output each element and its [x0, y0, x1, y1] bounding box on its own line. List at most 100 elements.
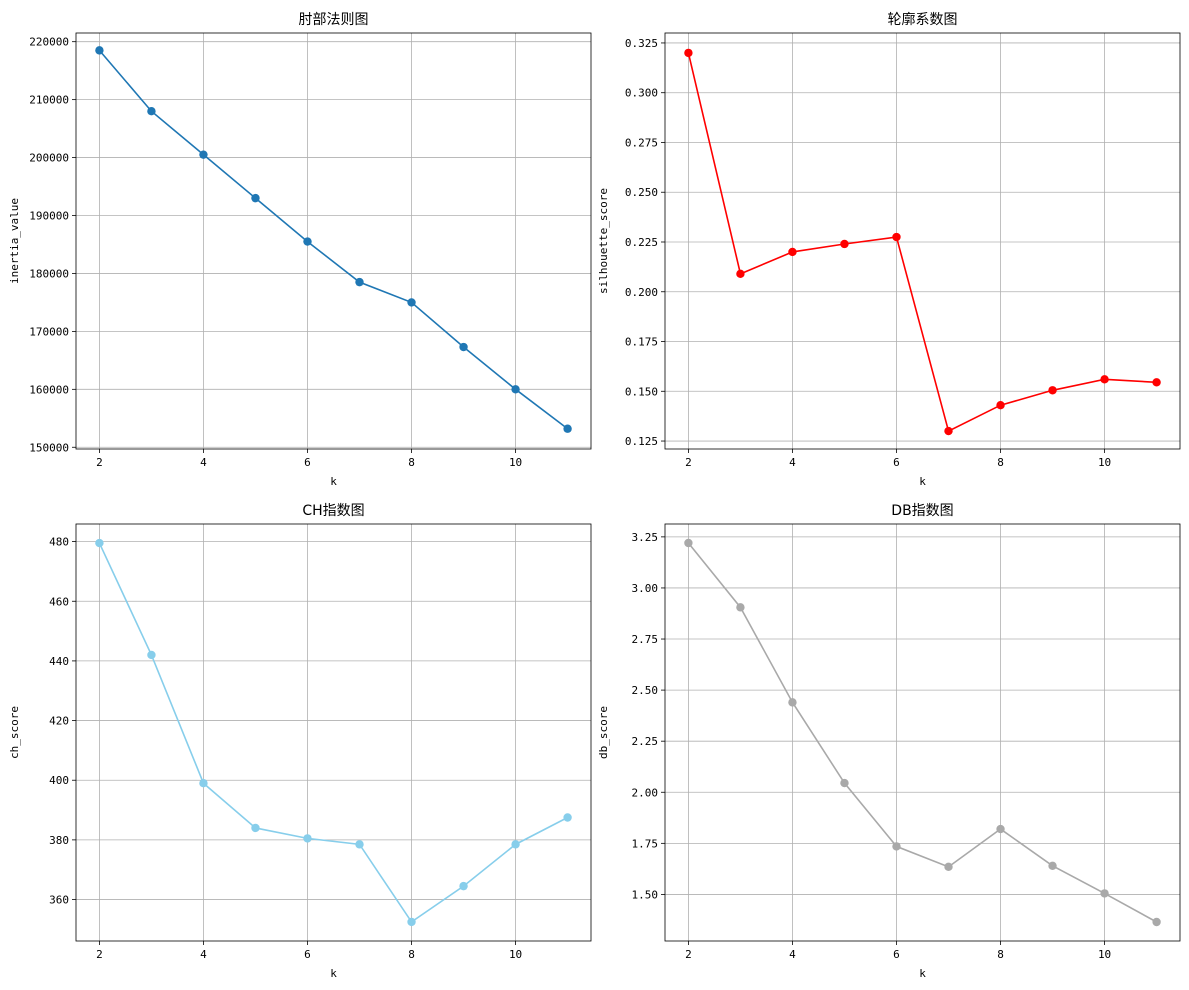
y-axis-label: db_score	[597, 706, 610, 759]
data-point	[788, 247, 797, 257]
data-point	[355, 840, 364, 849]
y-tick-label: 190000	[29, 210, 69, 223]
chart-title: DB指数图	[891, 503, 953, 519]
data-point	[199, 150, 208, 159]
data-point	[840, 239, 849, 249]
data-point	[199, 779, 208, 788]
y-tick-label: 460	[49, 595, 69, 608]
y-tick-label: 150000	[29, 441, 69, 454]
y-tick-label: 160000	[29, 383, 69, 396]
data-point	[1100, 889, 1109, 898]
y-tick-label: 380	[49, 834, 69, 847]
data-point	[996, 401, 1005, 410]
series-line	[98, 49, 569, 430]
x-tick-label: 8	[997, 948, 1004, 961]
y-tick-label: 1.50	[632, 888, 659, 901]
x-tick-label: 6	[304, 948, 311, 961]
y-axis-label: silhouette_score	[597, 188, 610, 294]
y-tick-label: 400	[49, 774, 69, 787]
data-point	[511, 840, 520, 849]
y-tick-label: 2.00	[632, 786, 659, 799]
y-tick-label: 170000	[29, 325, 69, 338]
x-tick-label: 10	[1098, 456, 1111, 469]
y-axis-label: inertia_value	[8, 198, 21, 284]
chart-panel-3: 2 4 6 8 10 360 380 400 420 440 460 480 CH指数图 k ch_scor…	[8, 503, 592, 980]
y-tick-label: 420	[49, 715, 69, 728]
data-point	[147, 650, 156, 660]
data-point	[303, 237, 312, 246]
x-axis-label: k	[330, 967, 337, 980]
data-point	[944, 862, 953, 872]
y-tick-label: 3.25	[632, 531, 659, 544]
x-tick-label: 10	[509, 948, 522, 961]
chart-title: CH指数图	[302, 503, 364, 519]
y-tick-label: 440	[49, 655, 69, 668]
data-point	[511, 385, 520, 394]
y-tick-label: 210000	[29, 94, 69, 107]
y-tick-label: 1.75	[632, 837, 659, 850]
plot-frame	[75, 523, 592, 942]
y-tick-label: 200000	[29, 152, 69, 165]
data-point	[459, 881, 468, 891]
y-tick-label: 3.00	[632, 582, 659, 595]
x-tick-label: 2	[685, 456, 692, 469]
series-line	[687, 52, 1157, 433]
x-tick-label: 2	[96, 456, 103, 469]
data-point	[407, 298, 416, 307]
x-tick-label: 6	[893, 948, 900, 961]
data-point	[563, 813, 572, 822]
chart-title: 肘部法则图	[299, 12, 369, 28]
x-tick-label: 8	[408, 456, 415, 469]
x-tick-label: 10	[1098, 948, 1111, 961]
x-tick-label: 6	[304, 456, 311, 469]
x-tick-label: 4	[789, 456, 796, 469]
x-tick-label: 6	[893, 456, 900, 469]
chart-title: 轮廓系数图	[888, 11, 958, 28]
y-axis-label: ch_score	[8, 706, 21, 759]
series-line	[98, 542, 568, 924]
data-point	[303, 834, 312, 843]
y-tick-label: 0.250	[625, 186, 658, 199]
data-point	[684, 48, 693, 58]
plot-frame	[75, 32, 592, 450]
plot-frame	[664, 523, 1181, 942]
x-axis-label: k	[330, 475, 337, 488]
data-point	[996, 824, 1005, 834]
x-tick-label: 8	[997, 456, 1004, 469]
x-tick-label: 2	[685, 948, 692, 961]
data-point	[1100, 375, 1109, 384]
x-axis-label: k	[919, 967, 926, 980]
data-point	[355, 277, 364, 287]
y-tick-label: 0.325	[625, 37, 658, 50]
data-point	[788, 698, 797, 707]
y-tick-label: 0.175	[625, 336, 658, 349]
y-tick-label: 180000	[29, 267, 69, 280]
x-axis-label: k	[919, 475, 926, 488]
data-point	[892, 842, 901, 851]
y-tick-label: 0.300	[625, 87, 658, 100]
chart-panel-2: 2 4 6 8 10 0.125 0.150 0.175 0.200 0.225 0.250 0.27…	[597, 11, 1181, 488]
chart-panel-1: 2 4 6 8 10 150000 160000 170000 180000 190000 2000…	[8, 12, 592, 488]
y-tick-label: 2.75	[632, 633, 659, 646]
series-line	[687, 542, 1157, 923]
y-tick-label: 2.50	[632, 684, 659, 697]
data-point	[892, 232, 901, 242]
data-point	[1048, 386, 1057, 395]
data-point	[840, 778, 849, 788]
y-tick-label: 0.150	[625, 385, 658, 398]
x-tick-label: 4	[200, 456, 207, 469]
y-tick-label: 360	[49, 894, 69, 907]
data-point	[563, 424, 572, 433]
data-point	[459, 342, 468, 352]
data-point	[1048, 861, 1057, 871]
y-tick-label: 220000	[29, 36, 69, 49]
data-point	[147, 107, 156, 116]
data-point	[95, 538, 104, 548]
data-point	[736, 603, 745, 612]
y-tick-label: 0.200	[625, 286, 658, 299]
data-point	[251, 193, 260, 203]
plot-frame	[664, 32, 1181, 450]
data-point	[251, 823, 260, 833]
x-tick-label: 4	[200, 948, 207, 961]
